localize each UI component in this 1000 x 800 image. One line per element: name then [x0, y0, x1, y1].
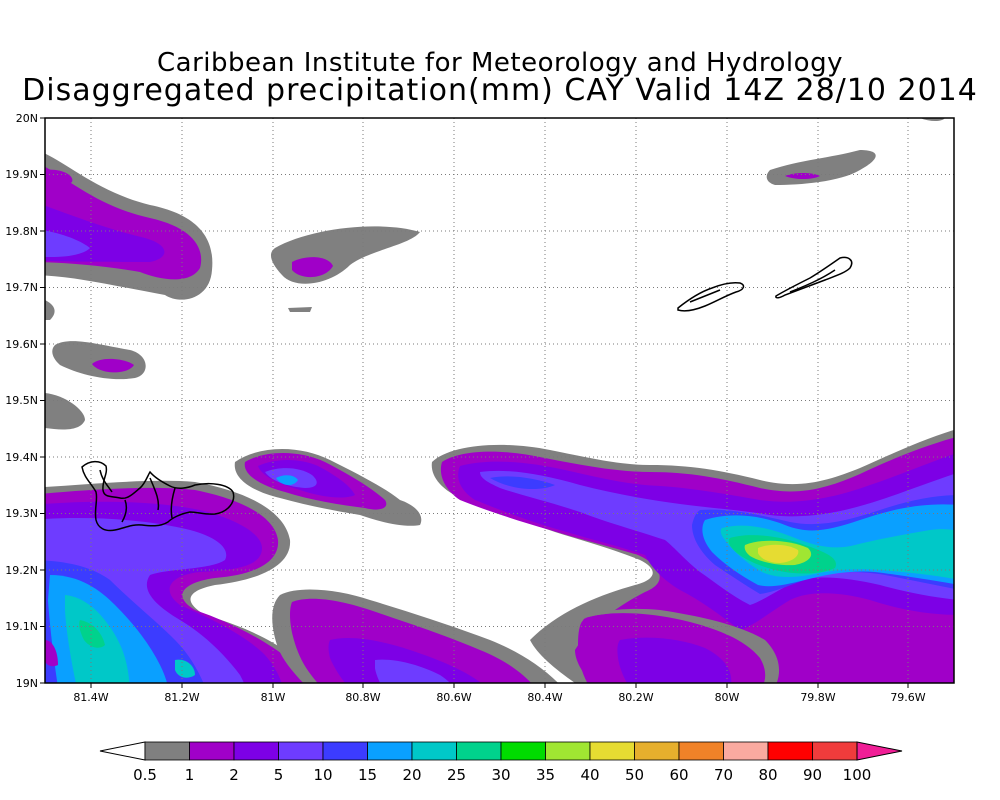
lat-label: 19.6N [5, 338, 38, 351]
lon-label: 79.8W [800, 691, 835, 704]
lon-label: 81.2W [164, 691, 199, 704]
lat-label: 19.7N [5, 281, 38, 294]
precip-area [45, 300, 55, 320]
colorbar-segment [723, 741, 769, 761]
colorbar-label: 10 [313, 766, 332, 784]
colorbar-label: 30 [491, 766, 510, 784]
colorbar-label: 60 [669, 766, 688, 784]
precip-area [292, 257, 333, 278]
lat-label: 19.3N [5, 507, 38, 520]
colorbar-segment [634, 741, 680, 761]
lat-label: 19.5N [5, 394, 38, 407]
precip-area [52, 341, 146, 380]
product-title: Disaggregated precipitation(mm) CAY Vali… [22, 73, 978, 108]
colorbar-segment [411, 741, 457, 761]
colorbar-segment [189, 741, 235, 761]
colorbar-segment [856, 741, 903, 761]
precip-area [758, 544, 799, 563]
colorbar-label: 15 [358, 766, 377, 784]
cayman-brac-outline [677, 256, 853, 312]
colorbar-label: 70 [714, 766, 733, 784]
institute-title: Caribbean Institute for Meteorology and … [157, 48, 843, 78]
colorbar: 0.5 1 2 5 10 15 20 25 30 35 40 50 60 70 80 90 100 [99, 741, 903, 784]
lat-label: 19N [16, 677, 38, 690]
lon-label: 81W [261, 691, 286, 704]
colorbar-label: 50 [625, 766, 644, 784]
precip-area [45, 640, 58, 667]
precip-area [270, 226, 420, 284]
precipitation-field [45, 118, 954, 683]
precip-area [766, 150, 876, 185]
colorbar-segment [322, 741, 368, 761]
precip-area [375, 659, 451, 683]
lat-label: 19.1N [5, 620, 38, 633]
longitude-labels: 81.4W 81.2W 81W 80.8W 80.6W 80.4W 80.2W … [73, 691, 925, 704]
lat-label: 19.9N [5, 168, 38, 181]
lon-label: 80.2W [618, 691, 653, 704]
lon-label: 80.6W [436, 691, 471, 704]
precip-area [276, 475, 298, 486]
lat-label: 19.4N [5, 451, 38, 464]
precip-area [175, 659, 195, 678]
colorbar-segment [367, 741, 413, 761]
lon-label: 80.4W [527, 691, 562, 704]
colorbar-label: 90 [803, 766, 822, 784]
lat-label: 19.8N [5, 225, 38, 238]
lon-label: 80W [715, 691, 740, 704]
colorbar-segment [233, 741, 279, 761]
colorbar-segment [812, 741, 858, 761]
colorbar-segment [500, 741, 546, 761]
grand-cayman-outline [81, 460, 235, 532]
colorbar-label: 0.5 [133, 766, 157, 784]
precip-area [617, 637, 732, 683]
precip-area [328, 638, 482, 683]
colorbar-label: 2 [229, 766, 239, 784]
colorbar-segment [456, 741, 502, 761]
precip-area [45, 230, 90, 258]
lon-label: 79.6W [890, 691, 925, 704]
colorbar-label: 25 [447, 766, 466, 784]
lon-label: 81.4W [73, 691, 108, 704]
colorbar-label: 35 [536, 766, 555, 784]
colorbar-label: 100 [843, 766, 872, 784]
lat-label: 20N [16, 112, 38, 125]
colorbar-segment [99, 741, 146, 761]
colorbar-label: 80 [758, 766, 777, 784]
precip-area [490, 476, 555, 490]
colorbar-label: 20 [402, 766, 421, 784]
precip-area [92, 358, 134, 373]
lon-label: 80.8W [345, 691, 380, 704]
colorbar-label: 1 [185, 766, 195, 784]
tick-marks [40, 117, 909, 688]
lat-label: 19.2N [5, 564, 38, 577]
colorbar-segment [589, 741, 635, 761]
precip-area [45, 393, 85, 430]
colorbar-label: 40 [580, 766, 599, 784]
colorbar-segment [144, 741, 190, 761]
precip-area [575, 608, 780, 683]
colorbar-segment [678, 741, 724, 761]
colorbar-segment [767, 741, 813, 761]
precip-area [288, 307, 312, 312]
colorbar-segment [545, 741, 591, 761]
colorbar-segment [278, 741, 324, 761]
colorbar-label: 5 [274, 766, 284, 784]
latitude-labels: 19N 19.1N 19.2N 19.3N 19.4N 19.5N 19.6N … [5, 112, 38, 690]
